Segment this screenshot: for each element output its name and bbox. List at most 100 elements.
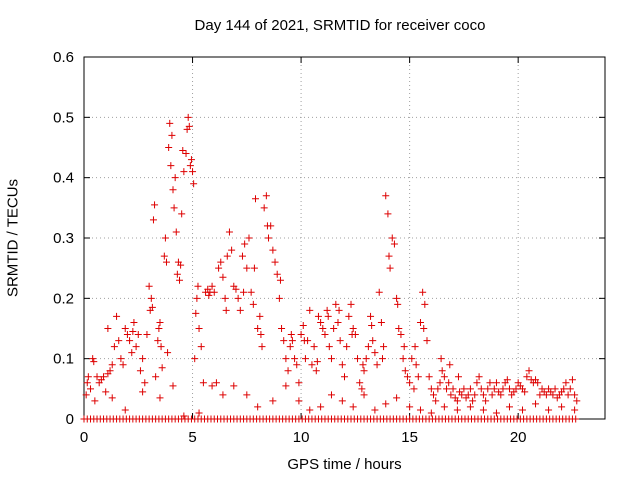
data-point: [165, 144, 173, 151]
data-point: [475, 373, 483, 381]
data-point: [208, 282, 216, 290]
data-point: [438, 367, 446, 375]
data-point: [471, 391, 479, 399]
data-point: [564, 391, 572, 399]
data-point: [238, 252, 246, 260]
data-point: [430, 391, 438, 399]
data-point: [505, 403, 513, 411]
x-tick-label: 5: [188, 429, 196, 446]
data-point: [313, 358, 321, 366]
data-point: [449, 385, 457, 393]
data-point: [265, 234, 273, 242]
data-point: [414, 373, 422, 381]
data-point: [132, 343, 140, 351]
y-tick-label: 0.6: [53, 49, 74, 66]
data-point: [180, 168, 188, 176]
data-point: [143, 331, 151, 339]
data-point: [345, 312, 353, 320]
data-point: [278, 325, 286, 332]
data-point: [241, 240, 249, 248]
data-point: [338, 361, 346, 369]
data-point: [400, 343, 408, 351]
data-point: [178, 210, 186, 218]
data-point: [388, 234, 396, 242]
data-point: [341, 373, 348, 381]
data-point: [117, 355, 125, 363]
data-point: [427, 409, 435, 417]
data-point: [121, 325, 129, 332]
data-point: [359, 361, 367, 369]
grid-lines: [84, 57, 605, 419]
data-point: [380, 343, 388, 351]
data-point: [568, 376, 576, 384]
data-point: [412, 361, 420, 369]
data-point: [348, 331, 356, 339]
data-point: [416, 406, 424, 414]
data-point: [288, 337, 296, 345]
data-point: [208, 382, 216, 390]
data-point: [542, 391, 550, 399]
data-point: [324, 312, 332, 320]
data-point: [151, 201, 159, 209]
data-point: [466, 385, 474, 393]
data-point: [243, 391, 251, 399]
data-point: [167, 162, 175, 170]
data-point: [134, 331, 142, 339]
data-point: [306, 306, 314, 314]
data-point: [173, 270, 181, 278]
data-point: [408, 355, 416, 363]
x-tick-label: 0: [80, 429, 88, 446]
data-point: [393, 294, 401, 302]
data-point: [486, 379, 494, 387]
data-point: [170, 204, 178, 212]
data-point: [192, 309, 200, 317]
data-point: [386, 264, 394, 272]
tick-labels: 0 5 10 15 20 0 0.1 0.2 0.3 0.4 0.5 0.6: [53, 49, 526, 446]
y-tick-label: 0.5: [53, 109, 74, 126]
data-point: [503, 376, 511, 384]
data-point: [394, 300, 402, 308]
data-point: [453, 406, 461, 414]
data-point: [406, 403, 414, 411]
data-point: [212, 379, 220, 387]
data-point: [393, 394, 401, 402]
data-point: [458, 391, 466, 399]
data-point: [390, 240, 398, 248]
data-point: [549, 391, 557, 399]
data-point: [139, 388, 147, 396]
data-point: [128, 349, 136, 357]
y-tick-label: 0.2: [53, 290, 74, 307]
data-point: [147, 294, 155, 302]
data-point: [154, 337, 162, 345]
data-point: [162, 258, 170, 266]
data-point: [336, 337, 344, 345]
data-point: [358, 385, 366, 393]
x-tick-label: 10: [293, 429, 310, 446]
data-point: [164, 349, 172, 357]
y-axis-label: SRMTID / TECUs: [4, 178, 22, 298]
data-point: [168, 131, 176, 139]
data-point: [434, 385, 442, 393]
y-tick-label: 0.3: [53, 230, 74, 247]
data-point: [560, 385, 568, 393]
data-point: [269, 397, 277, 405]
data-point: [195, 409, 203, 417]
data-point: [115, 337, 123, 345]
data-point: [87, 385, 95, 393]
data-point: [360, 367, 368, 375]
data-point: [420, 325, 428, 332]
data-point: [250, 264, 258, 272]
data-point: [219, 391, 227, 399]
data-point: [423, 337, 431, 345]
data-point: [160, 252, 168, 260]
y-tick-label: 0: [66, 411, 74, 428]
data-point: [169, 382, 177, 390]
data-point: [119, 361, 127, 369]
data-point: [225, 228, 233, 236]
data-point: [395, 325, 403, 332]
data-point: [497, 391, 505, 399]
data-point: [440, 403, 448, 411]
data-point: [179, 147, 187, 155]
data-point: [90, 358, 98, 366]
data-point: [230, 382, 238, 390]
